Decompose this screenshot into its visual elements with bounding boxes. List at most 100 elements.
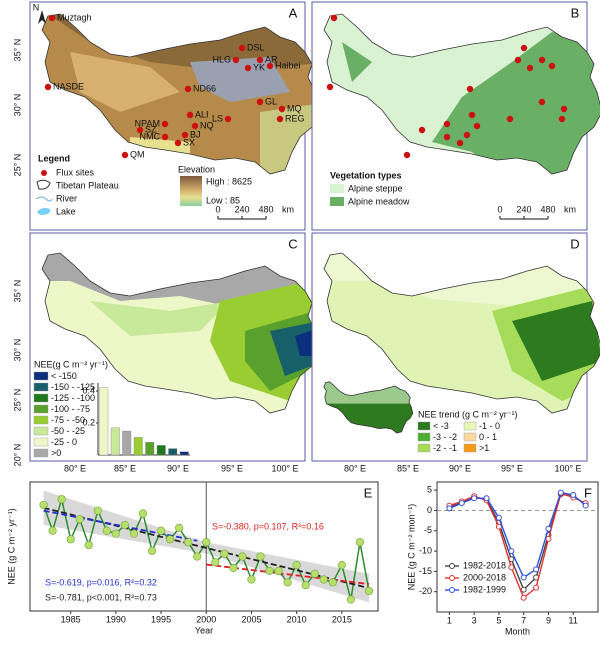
legend-item: Tibetan Plateau: [56, 180, 119, 190]
data-point: [520, 574, 527, 581]
plateau-map: [323, 13, 600, 175]
site-label: Haibei: [275, 60, 301, 70]
flux-site: [256, 56, 264, 64]
north-arrow: [38, 10, 46, 24]
legend-item: -1 - 0: [479, 421, 500, 431]
site-label: SZ: [145, 124, 157, 134]
flux-site: [558, 115, 566, 123]
legend-label: 1982-2018: [463, 560, 506, 570]
elevation-low: Low : 85: [206, 195, 240, 205]
data-point: [557, 489, 564, 496]
site-label: QM: [130, 149, 145, 159]
site-label: GL: [265, 96, 277, 106]
data-point: [337, 561, 346, 570]
data-point: [520, 586, 527, 593]
lat-label: 20° N: [12, 444, 22, 467]
legend-item: < -150: [51, 371, 77, 381]
y-axis-label: NEE (g C m⁻² mon⁻¹): [406, 504, 416, 591]
x-tick-label: 11: [569, 615, 578, 625]
y-axis-label: NEE (g C m⁻² yr⁻¹): [6, 508, 16, 585]
legend-lake: [37, 208, 51, 215]
bar: [145, 441, 155, 456]
lon-label: 80° E: [344, 463, 366, 473]
panel-label: C: [288, 236, 297, 251]
bar: [133, 437, 143, 456]
flux-site: [326, 83, 334, 91]
site-label: MQ: [287, 103, 302, 113]
lat-label: 30° N: [12, 339, 22, 362]
data-point: [129, 529, 139, 538]
data-point: [274, 566, 283, 575]
data-point: [495, 523, 502, 530]
x-tick-label: 3: [472, 615, 477, 625]
flux-site: [526, 64, 534, 72]
flux-site: [244, 64, 252, 72]
legend-swatch: [463, 421, 477, 431]
legend-swatch: [33, 448, 49, 458]
data-point: [193, 552, 202, 561]
plateau-outline: [41, 252, 321, 414]
scale-label: 480: [540, 204, 555, 214]
lon-label: 90° E: [167, 463, 189, 473]
data-point: [184, 538, 193, 547]
legend-swatch: [33, 415, 49, 425]
x-tick-label: 1: [447, 615, 452, 625]
y-tick-label: -20: [419, 586, 432, 596]
data-point: [508, 548, 515, 555]
flux-site: [278, 105, 286, 113]
trend-annotation: S=-0.619, p=0.016, R²=0.32: [45, 577, 157, 587]
data-point: [75, 515, 84, 524]
x-tick-label: 1990: [106, 614, 126, 624]
data-point: [582, 502, 589, 509]
data-point: [545, 535, 552, 542]
data-point: [220, 549, 229, 558]
flux-site: [443, 133, 451, 141]
lat-label: 25° N: [12, 389, 22, 412]
data-point: [483, 495, 490, 502]
lon-label: 95° E: [501, 463, 523, 473]
lat-label: 35° N: [12, 280, 22, 303]
data-point: [229, 563, 238, 573]
x-tick-label: 7: [521, 615, 526, 625]
flux-site: [136, 126, 144, 134]
site-label: NMC: [140, 131, 161, 141]
legend-item: 0 - 1: [479, 432, 497, 442]
data-point: [238, 552, 247, 561]
flux-site: [224, 115, 232, 123]
data-point: [111, 529, 120, 538]
legend-item: -150 - -125: [51, 382, 95, 392]
lon-label: 95° E: [221, 463, 243, 473]
chart-e: 1985 1990 1995 2000 2005 2010 2015 S=-0.781, p<…: [6, 481, 379, 635]
data-point: [175, 523, 184, 532]
flux-site: [468, 111, 476, 119]
legend-item: Lake: [56, 206, 76, 216]
data-point: [570, 492, 577, 498]
map-region: [190, 57, 290, 102]
legend-item: -75 - -50: [51, 415, 85, 425]
bar: [168, 448, 178, 456]
legend-item: >0: [51, 448, 61, 458]
bar: [99, 387, 109, 456]
flux-site: [184, 85, 192, 93]
legend-item: Alpine steppe: [348, 183, 403, 193]
x-tick-label: 2010: [287, 614, 307, 624]
legend-item: Flux sites: [56, 167, 95, 177]
site-label: NPAM: [135, 118, 160, 128]
y-tick-label: -10: [419, 545, 432, 555]
flux-site: [191, 122, 199, 130]
flux-site: [161, 120, 169, 128]
site-label: HLG: [212, 54, 231, 64]
elevation-ramp: [180, 176, 202, 206]
legend-item: -3 - -2: [433, 432, 457, 442]
legend-marker: [449, 563, 455, 569]
legend-swatch: [33, 371, 49, 381]
chart-f: 5 0 -5 -10 -15 -20 1 3 5 7 9 11 1982-2018 2000-2018 19…: [406, 481, 599, 636]
legend-swatch: [330, 197, 344, 206]
scale-bar: [499, 216, 549, 220]
flux-site: [520, 44, 528, 52]
legend-outline: [36, 179, 51, 190]
flux-site: [232, 56, 240, 64]
flux-site: [44, 83, 52, 91]
scale-label: 240: [234, 204, 249, 214]
data-point: [39, 500, 48, 510]
